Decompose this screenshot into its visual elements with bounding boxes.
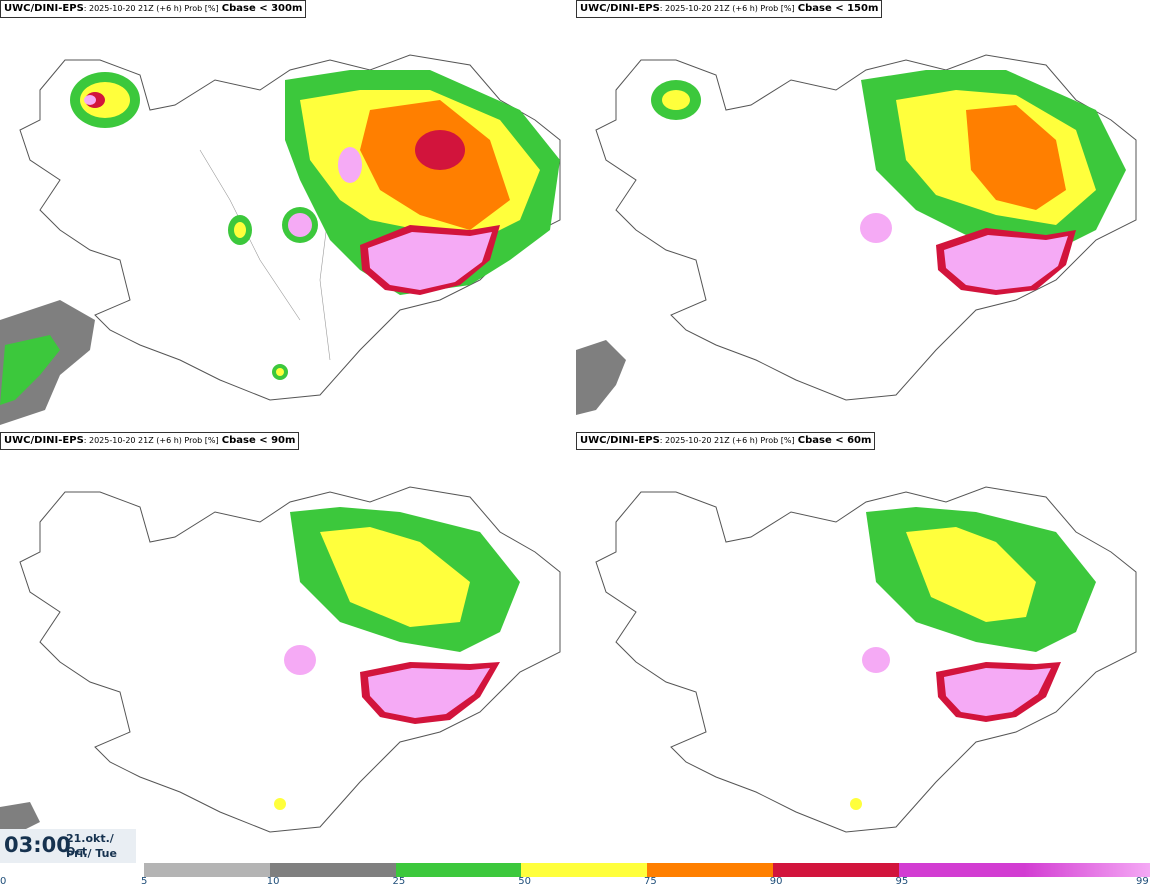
run-info: : 2025-10-20 21Z (+6 h) Prob [%] — [659, 436, 795, 445]
colorbar-segment — [269, 863, 396, 877]
iceland-probability-map — [576, 54, 1137, 415]
iceland-outline — [19, 486, 561, 833]
probability-fields — [70, 70, 560, 380]
colorbar-segment — [647, 863, 774, 877]
iceland-probability-map — [595, 486, 1137, 833]
probability-fields — [651, 70, 1126, 295]
colorbar-segment — [898, 863, 1025, 877]
run-info: : 2025-10-20 21Z (+6 h) Prob [%] — [83, 436, 219, 445]
iceland-outline — [19, 54, 561, 401]
model-name: UWC/DINI-EPS — [4, 3, 84, 14]
probability-fields — [274, 507, 520, 810]
probability-fields — [850, 507, 1096, 810]
panel-title: UWC/DINI-EPS: 2025-10-20 21Z (+6 h) Prob… — [576, 0, 883, 18]
sea-prob-gray — [0, 802, 40, 832]
valid-weekday: Þri./ Tue — [66, 847, 117, 860]
colorbar-tick-label: 0 — [0, 876, 7, 887]
iceland-probability-map — [0, 54, 561, 425]
map-panel-cbase-300m: UWC/DINI-EPS: 2025-10-20 21Z (+6 h) Prob… — [0, 0, 575, 430]
threshold-label: Cbase < 60m — [797, 435, 872, 446]
panel-title: UWC/DINI-EPS: 2025-10-20 21Z (+6 h) Prob… — [0, 0, 307, 18]
panel-title: UWC/DINI-EPS: 2025-10-20 21Z (+6 h) Prob… — [576, 432, 876, 450]
valid-time: 03:00 — [4, 833, 71, 857]
colorbar-tick-label: 99 — [1136, 876, 1149, 887]
colorbar-segment — [1024, 863, 1150, 877]
run-info: : 2025-10-20 21Z (+6 h) Prob [%] — [659, 4, 795, 13]
map-panel-cbase-90m: UWC/DINI-EPS: 2025-10-20 21Z (+6 h) Prob… — [0, 432, 575, 862]
colorbar-tick-label: 75 — [644, 876, 657, 887]
map-panel-cbase-60m: UWC/DINI-EPS: 2025-10-20 21Z (+6 h) Prob… — [576, 432, 1150, 862]
model-name: UWC/DINI-EPS — [580, 3, 660, 14]
colorbar-tick-label: 95 — [895, 876, 909, 887]
valid-date: 21.okt./ Oct — [66, 832, 114, 858]
threshold-label: Cbase < 300m — [221, 3, 303, 14]
threshold-label: Cbase < 90m — [221, 435, 296, 446]
probability-colorbar — [144, 863, 1150, 877]
colorbar-segment — [144, 863, 271, 877]
colorbar-tick-label: 50 — [518, 876, 531, 887]
colorbar-segment — [521, 863, 648, 877]
model-name: UWC/DINI-EPS — [4, 435, 84, 446]
sea-prob-green — [0, 335, 60, 405]
run-info: : 2025-10-20 21Z (+6 h) Prob [%] — [83, 4, 219, 13]
colorbar-tick-label: 25 — [392, 876, 406, 887]
colorbar-tick-label: 5 — [141, 876, 148, 887]
iceland-probability-map — [0, 486, 561, 833]
colorbar-segment — [395, 863, 522, 877]
sea-prob-gray — [576, 340, 626, 415]
valid-time-box: 03:00 21.okt./ Oct Þri./ Tue — [0, 829, 136, 863]
panel-title: UWC/DINI-EPS: 2025-10-20 21Z (+6 h) Prob… — [0, 432, 300, 450]
colorbar-tick-label: 10 — [266, 876, 280, 887]
map-panel-cbase-150m: UWC/DINI-EPS: 2025-10-20 21Z (+6 h) Prob… — [576, 0, 1150, 430]
iceland-outline — [595, 486, 1137, 833]
threshold-label: Cbase < 150m — [797, 3, 879, 14]
colorbar-tick-label: 90 — [769, 876, 783, 887]
model-name: UWC/DINI-EPS — [580, 435, 660, 446]
colorbar-segment — [772, 863, 899, 877]
